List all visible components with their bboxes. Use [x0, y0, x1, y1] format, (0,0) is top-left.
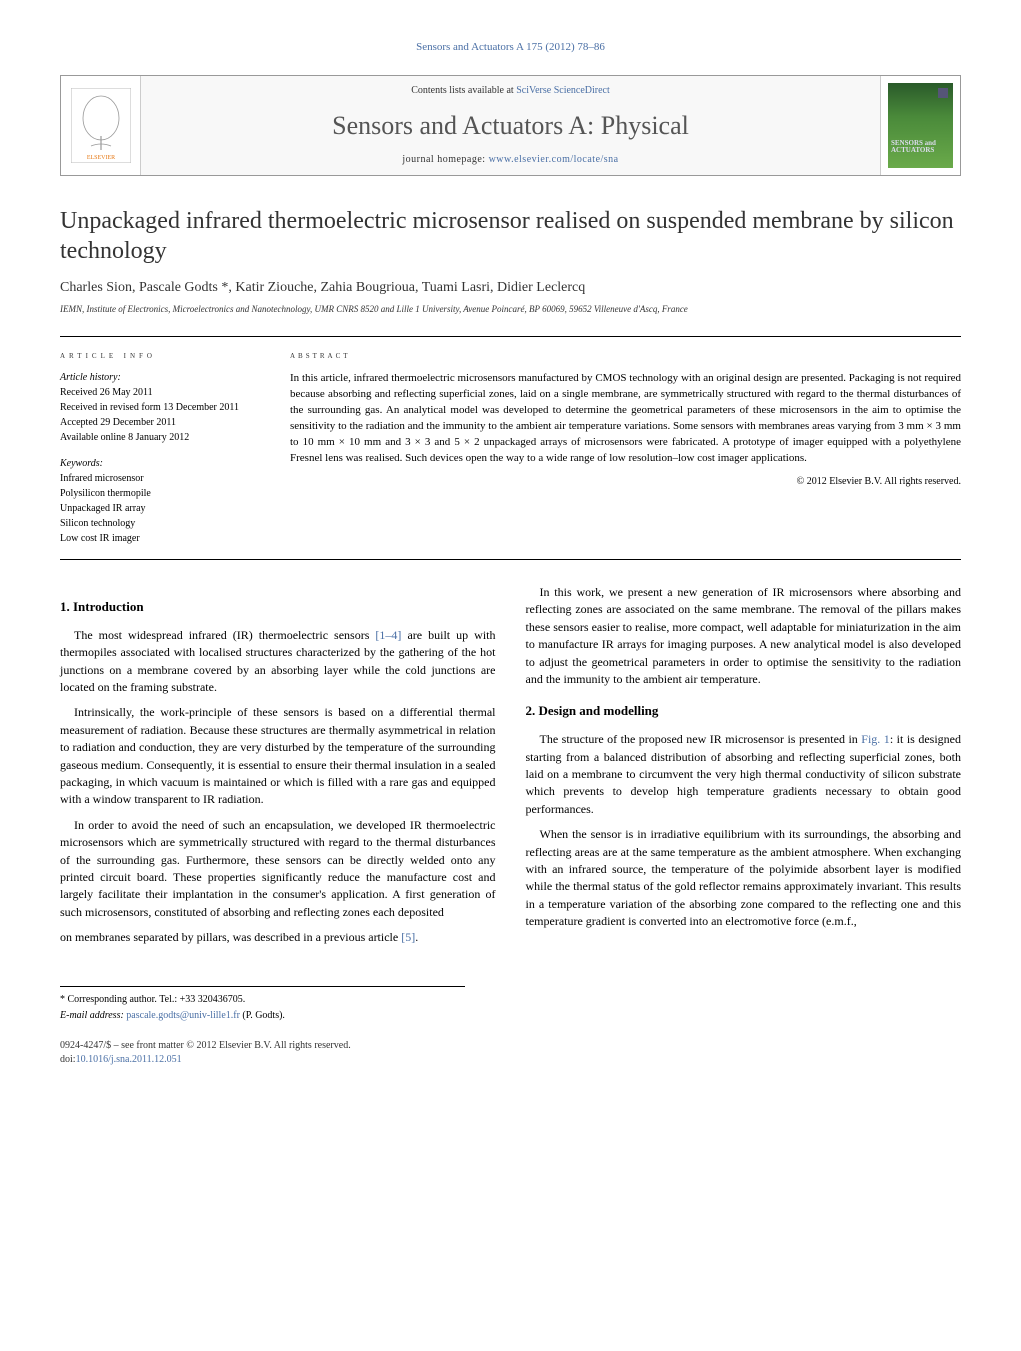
body-paragraph: on membranes separated by pillars, was d…: [60, 929, 496, 946]
elsevier-tree-icon: ELSEVIER: [71, 88, 131, 163]
keyword: Unpackaged IR array: [60, 502, 260, 516]
body-paragraph: Intrinsically, the work-principle of the…: [60, 704, 496, 808]
homepage-prefix: journal homepage:: [402, 154, 488, 165]
issn-copyright-line: 0924-4247/$ – see front matter © 2012 El…: [60, 1039, 961, 1053]
contents-prefix: Contents lists available at: [411, 85, 516, 96]
email-suffix: (P. Godts).: [240, 1010, 285, 1021]
figure-link[interactable]: Fig. 1: [861, 732, 890, 746]
online-date: Available online 8 January 2012: [60, 431, 260, 445]
email-link[interactable]: pascale.godts@univ-lille1.fr: [126, 1010, 240, 1021]
corresponding-author-note: * Corresponding author. Tel.: +33 320436…: [60, 993, 465, 1007]
history-label: Article history:: [60, 371, 260, 385]
body-paragraph: The structure of the proposed new IR mic…: [526, 731, 962, 818]
body-text: on membranes separated by pillars, was d…: [60, 930, 401, 944]
abstract-text: In this article, infrared thermoelectric…: [290, 371, 961, 467]
doi-prefix: doi:: [60, 1054, 76, 1065]
svg-text:ELSEVIER: ELSEVIER: [86, 155, 114, 161]
abstract-column: abstract In this article, infrared therm…: [290, 349, 961, 547]
running-header: Sensors and Actuators A 175 (2012) 78–86: [60, 40, 961, 55]
keywords-block: Keywords: Infrared microsensor Polysilic…: [60, 457, 260, 546]
journal-homepage-link[interactable]: www.elsevier.com/locate/sna: [489, 154, 619, 165]
body-text: The most widespread infrared (IR) thermo…: [74, 628, 375, 642]
footnotes: * Corresponding author. Tel.: +33 320436…: [60, 986, 465, 1023]
section-heading-1: 1. Introduction: [60, 598, 496, 617]
keyword: Low cost IR imager: [60, 532, 260, 546]
contents-available-line: Contents lists available at SciVerse Sci…: [161, 84, 860, 98]
sciencedirect-link[interactable]: SciVerse ScienceDirect: [516, 85, 610, 96]
keywords-label: Keywords:: [60, 457, 260, 471]
article-body: 1. Introduction The most widespread infr…: [60, 584, 961, 946]
affiliation: IEMN, Institute of Electronics, Microele…: [60, 303, 961, 316]
journal-cover-thumbnail: SENSORS and ACTUATORS: [880, 76, 960, 174]
article-title: Unpackaged infrared thermoelectric micro…: [60, 206, 961, 266]
email-label: E-mail address:: [60, 1010, 126, 1021]
keyword: Silicon technology: [60, 517, 260, 531]
journal-homepage-line: journal homepage: www.elsevier.com/locat…: [161, 153, 860, 167]
body-paragraph: In this work, we present a new generatio…: [526, 584, 962, 688]
email-line: E-mail address: pascale.godts@univ-lille…: [60, 1009, 465, 1023]
abstract-heading: abstract: [290, 349, 961, 363]
body-paragraph: In order to avoid the need of such an en…: [60, 817, 496, 921]
author-list: Charles Sion, Pascale Godts *, Katir Zio…: [60, 278, 961, 298]
accepted-date: Accepted 29 December 2011: [60, 416, 260, 430]
keyword: Infrared microsensor: [60, 472, 260, 486]
doi-line: doi:10.1016/j.sna.2011.12.051: [60, 1053, 961, 1067]
front-matter-footer: 0924-4247/$ – see front matter © 2012 El…: [60, 1039, 961, 1067]
body-text: The structure of the proposed new IR mic…: [540, 732, 862, 746]
abstract-copyright: © 2012 Elsevier B.V. All rights reserved…: [290, 475, 961, 489]
section-heading-2: 2. Design and modelling: [526, 702, 962, 721]
article-meta-block: article info Article history: Received 2…: [60, 336, 961, 560]
received-date: Received 26 May 2011: [60, 386, 260, 400]
article-info-column: article info Article history: Received 2…: [60, 349, 260, 547]
journal-banner: ELSEVIER Contents lists available at Sci…: [60, 75, 961, 175]
body-paragraph: The most widespread infrared (IR) thermo…: [60, 627, 496, 697]
banner-center: Contents lists available at SciVerse Sci…: [141, 76, 880, 174]
publisher-logo: ELSEVIER: [61, 76, 141, 174]
article-info-heading: article info: [60, 349, 260, 363]
body-text: .: [415, 930, 418, 944]
journal-name: Sensors and Actuators A: Physical: [161, 108, 860, 144]
cover-label-2: ACTUATORS: [891, 146, 934, 154]
doi-link[interactable]: 10.1016/j.sna.2011.12.051: [76, 1054, 182, 1065]
keyword: Polysilicon thermopile: [60, 487, 260, 501]
body-paragraph: When the sensor is in irradiative equili…: [526, 826, 962, 930]
revised-date: Received in revised form 13 December 201…: [60, 401, 260, 415]
citation-link[interactable]: [5]: [401, 930, 415, 944]
citation-link[interactable]: [1–4]: [375, 628, 401, 642]
